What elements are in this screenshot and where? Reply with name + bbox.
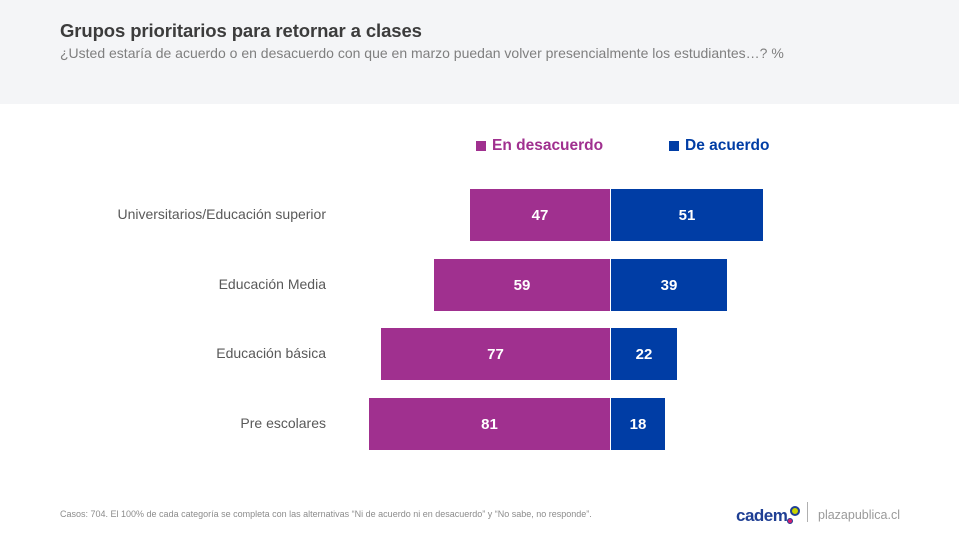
header-band: Grupos prioritarios para retornar a clas… <box>0 0 959 104</box>
chart-title: Grupos prioritarios para retornar a clas… <box>60 20 422 41</box>
data-label: 39 <box>660 276 678 294</box>
footer-divider <box>807 502 808 522</box>
legend-item-en-desacuerdo: En desacuerdo <box>476 137 603 155</box>
bar-de-acuerdo: 22 <box>611 328 677 380</box>
data-label: 81 <box>481 415 498 433</box>
logo-text: cadem <box>736 506 788 525</box>
category-label: Educación Media <box>218 276 326 292</box>
legend-label: En desacuerdo <box>492 137 604 154</box>
category-label: Educación básica <box>216 345 326 361</box>
footnote: Casos: 704. El 100% de cada categoría se… <box>60 509 592 519</box>
category-label: Pre escolares <box>240 415 326 431</box>
data-label: 77 <box>487 345 504 363</box>
category-label: Universitarios/Educación superior <box>117 206 326 222</box>
bar-en-desacuerdo: 77 <box>381 328 610 380</box>
logo-ring-icon <box>790 506 801 516</box>
bar-de-acuerdo: 39 <box>611 259 727 311</box>
data-label: 22 <box>635 345 653 363</box>
chart-subtitle: ¿Usted estaría de acuerdo o en desacuerd… <box>60 45 784 61</box>
legend-label: De acuerdo <box>685 137 770 154</box>
data-label: 18 <box>629 415 647 433</box>
data-label: 59 <box>513 276 531 294</box>
site-link[interactable]: plazapublica.cl <box>818 508 900 522</box>
data-label: 51 <box>678 206 696 224</box>
bar-en-desacuerdo: 47 <box>470 189 610 241</box>
logo-mark-icon <box>787 506 801 526</box>
bar-de-acuerdo: 51 <box>611 189 763 241</box>
legend-swatch <box>476 141 486 151</box>
legend-item-de-acuerdo: De acuerdo <box>669 137 769 155</box>
bar-en-desacuerdo: 59 <box>434 259 610 311</box>
bar-de-acuerdo: 18 <box>611 398 665 450</box>
logo-dot-icon <box>787 518 794 524</box>
data-label: 47 <box>531 206 549 224</box>
cadem-logo: cadem <box>736 504 801 526</box>
bar-en-desacuerdo: 81 <box>369 398 610 450</box>
legend-swatch <box>669 141 679 151</box>
